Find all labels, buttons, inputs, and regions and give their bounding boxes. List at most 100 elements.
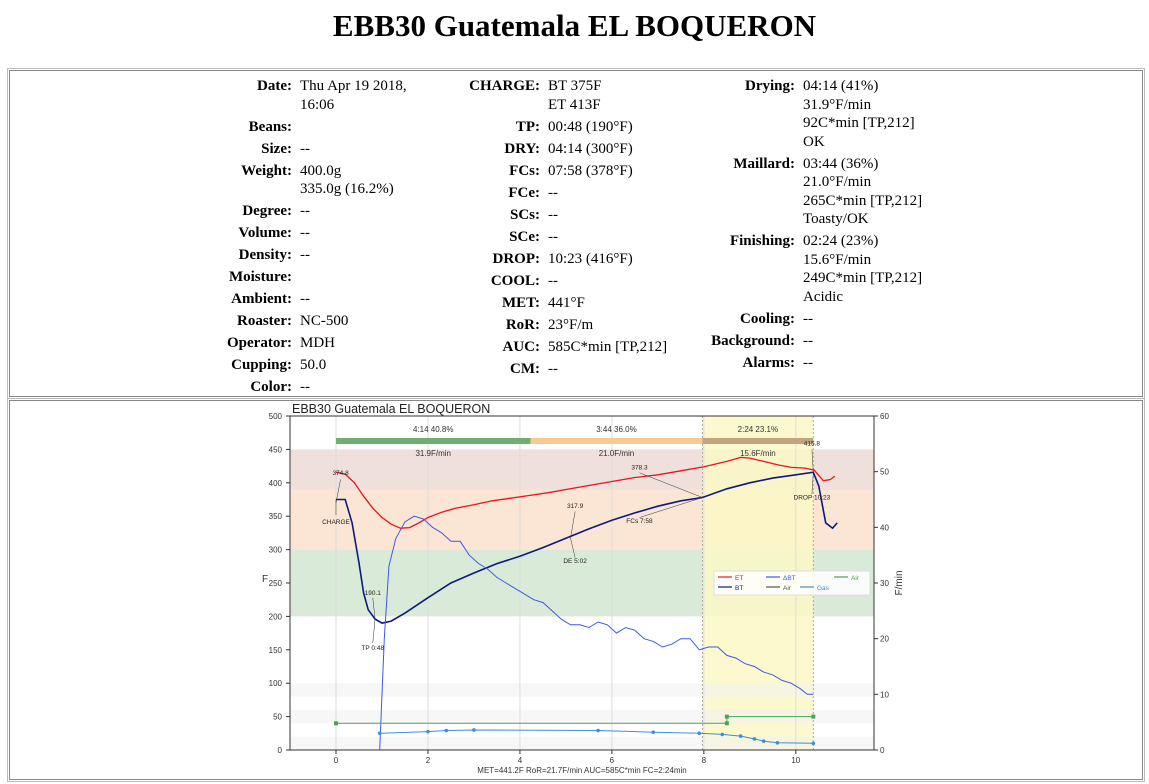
annotation-pointer bbox=[639, 472, 703, 498]
info-value: 04:14 (300°F) bbox=[548, 140, 633, 157]
info-value: Thu Apr 19 2018, 16:06 bbox=[300, 78, 407, 113]
info-row: DRY: 04:14 (300°F) bbox=[440, 140, 667, 159]
marker-gas bbox=[720, 732, 725, 737]
info-label: CM: bbox=[510, 360, 540, 377]
roast-chart-panel: EBB30 Guatemala EL BOQUERON 0 50 100 150 200 2… bbox=[7, 398, 1145, 782]
info-value: -- bbox=[803, 310, 813, 327]
y-axis-label: F bbox=[262, 574, 268, 585]
info-row: Size: -- bbox=[200, 140, 407, 159]
info-label: DROP: bbox=[492, 250, 541, 267]
chart-footer: MET=441.2F RoR=21.7F/min AUC=585C*min FC… bbox=[477, 766, 686, 775]
legend-label: Gas bbox=[817, 585, 830, 592]
chart-title: EBB30 Guatemala EL BOQUERON bbox=[292, 402, 490, 416]
info-value: 23°F/m bbox=[548, 316, 594, 333]
marker-gas bbox=[761, 739, 766, 743]
annotation-pointer bbox=[811, 472, 814, 495]
info-row: Moisture: bbox=[200, 268, 407, 287]
y2-tick-label: 10 bbox=[880, 690, 889, 699]
info-row: Cooling: -- bbox=[690, 310, 922, 329]
info-value: 04:14 (41%) 31.9°F/min 92C*min [TP,212] … bbox=[803, 78, 915, 150]
info-row: RoR: 23°F/m bbox=[440, 316, 667, 335]
low-band bbox=[290, 683, 874, 697]
page-title: EBB30 Guatemala EL BOQUERON bbox=[332, 8, 817, 43]
marker-air bbox=[724, 721, 729, 726]
info-label: TP: bbox=[515, 118, 540, 135]
info-label: AUC: bbox=[502, 338, 541, 355]
info-value: MDH bbox=[300, 335, 336, 351]
legend-label: ET bbox=[735, 575, 743, 582]
info-row: Finishing: 02:24 (23%) 15.6°F/min 249C*mi… bbox=[690, 232, 922, 306]
y-tick-label: 250 bbox=[269, 579, 283, 588]
info-value: BT 375F ET 413F bbox=[548, 78, 602, 113]
info-label: MET: bbox=[501, 294, 540, 311]
info-label: Background: bbox=[711, 332, 795, 349]
marker-gas bbox=[377, 731, 382, 736]
info-column-general: Date: Thu Apr 19 2018, 16:06 Beans: Size: --… bbox=[200, 77, 407, 400]
x-tick-label: 6 bbox=[610, 756, 615, 765]
phase-bar bbox=[530, 438, 703, 444]
info-label: Cupping: bbox=[231, 357, 292, 373]
info-label: Moisture: bbox=[228, 269, 292, 285]
marker-gas bbox=[596, 728, 600, 733]
annotation: FCs 7:58 bbox=[626, 518, 653, 525]
info-value: -- bbox=[300, 379, 310, 395]
info-label: Density: bbox=[238, 247, 292, 263]
info-value: -- bbox=[300, 225, 310, 241]
y-tick-label: 0 bbox=[278, 746, 283, 755]
info-label: FCs: bbox=[509, 162, 540, 179]
y2-tick-label: 30 bbox=[880, 579, 889, 588]
annotation-pointer bbox=[372, 597, 376, 620]
info-row: Degree: -- bbox=[200, 202, 407, 221]
info-label: Maillard: bbox=[733, 155, 795, 172]
marker-gas bbox=[472, 728, 476, 732]
annotation: CHARGE bbox=[322, 519, 350, 526]
info-row: AUC: 585C*min [TP,212] bbox=[440, 338, 668, 357]
annotation: TP 0:48 bbox=[361, 645, 384, 652]
info-label: Ambient: bbox=[231, 291, 292, 307]
info-label: FCe: bbox=[508, 184, 540, 201]
y2-tick-label: 60 bbox=[880, 412, 889, 421]
info-label: Roaster: bbox=[237, 313, 292, 329]
y2-axis-label: F/min bbox=[894, 571, 905, 596]
info-row: FCs: 07:58 (378°F) bbox=[440, 162, 667, 181]
annotation: 190.1 bbox=[365, 590, 382, 597]
legend-label: ΔBT bbox=[783, 575, 796, 582]
marker-air bbox=[811, 714, 816, 719]
info-row: Roaster: NC-500 bbox=[200, 312, 407, 331]
info-value: 07:58 (378°F) bbox=[548, 162, 633, 179]
low-band bbox=[290, 709, 874, 724]
info-value: -- bbox=[548, 184, 558, 201]
info-value: NC-500 bbox=[300, 313, 349, 329]
info-row: CM: -- bbox=[440, 360, 667, 379]
info-label: Operator: bbox=[227, 335, 292, 351]
y2-tick-label: 20 bbox=[880, 635, 889, 644]
info-column-phases: Drying: 04:14 (41%) 31.9°F/min 92C*min [T… bbox=[690, 77, 922, 376]
info-row: Date: Thu Apr 19 2018, 16:06 bbox=[200, 77, 407, 114]
annotation-pointer bbox=[570, 538, 576, 558]
x-tick-label: 10 bbox=[791, 756, 800, 765]
series-bt bbox=[336, 471, 838, 624]
info-value: -- bbox=[548, 360, 558, 377]
info-value: 585C*min [TP,212] bbox=[548, 338, 668, 355]
info-value: 400.0g 335.0g (16.2%) bbox=[300, 162, 394, 198]
marker-air bbox=[333, 721, 338, 726]
x-tick-label: 4 bbox=[518, 756, 523, 765]
info-value: -- bbox=[548, 228, 558, 245]
info-row: FCe: -- bbox=[440, 184, 667, 203]
phase-ror: 21.0F/min bbox=[599, 449, 635, 458]
info-value: -- bbox=[548, 206, 558, 223]
annotation-pointer bbox=[639, 497, 703, 518]
legend-label: Air bbox=[783, 585, 792, 592]
low-band bbox=[290, 736, 874, 750]
annotation: 415.8 bbox=[804, 440, 821, 447]
phase-label: 2:24 23.1% bbox=[738, 425, 778, 434]
annotation-pointer bbox=[372, 619, 376, 644]
info-label: SCs: bbox=[509, 206, 540, 223]
x-tick-label: 8 bbox=[702, 756, 707, 765]
annotation: DE 5:02 bbox=[563, 558, 587, 565]
info-label: Volume: bbox=[238, 225, 292, 241]
info-row: Cupping: 50.0 bbox=[200, 356, 407, 375]
y-tick-label: 150 bbox=[269, 646, 283, 655]
info-row: Maillard: 03:44 (36%) 21.0°F/min 265C*min… bbox=[690, 155, 922, 229]
info-row: Background: -- bbox=[690, 332, 922, 351]
